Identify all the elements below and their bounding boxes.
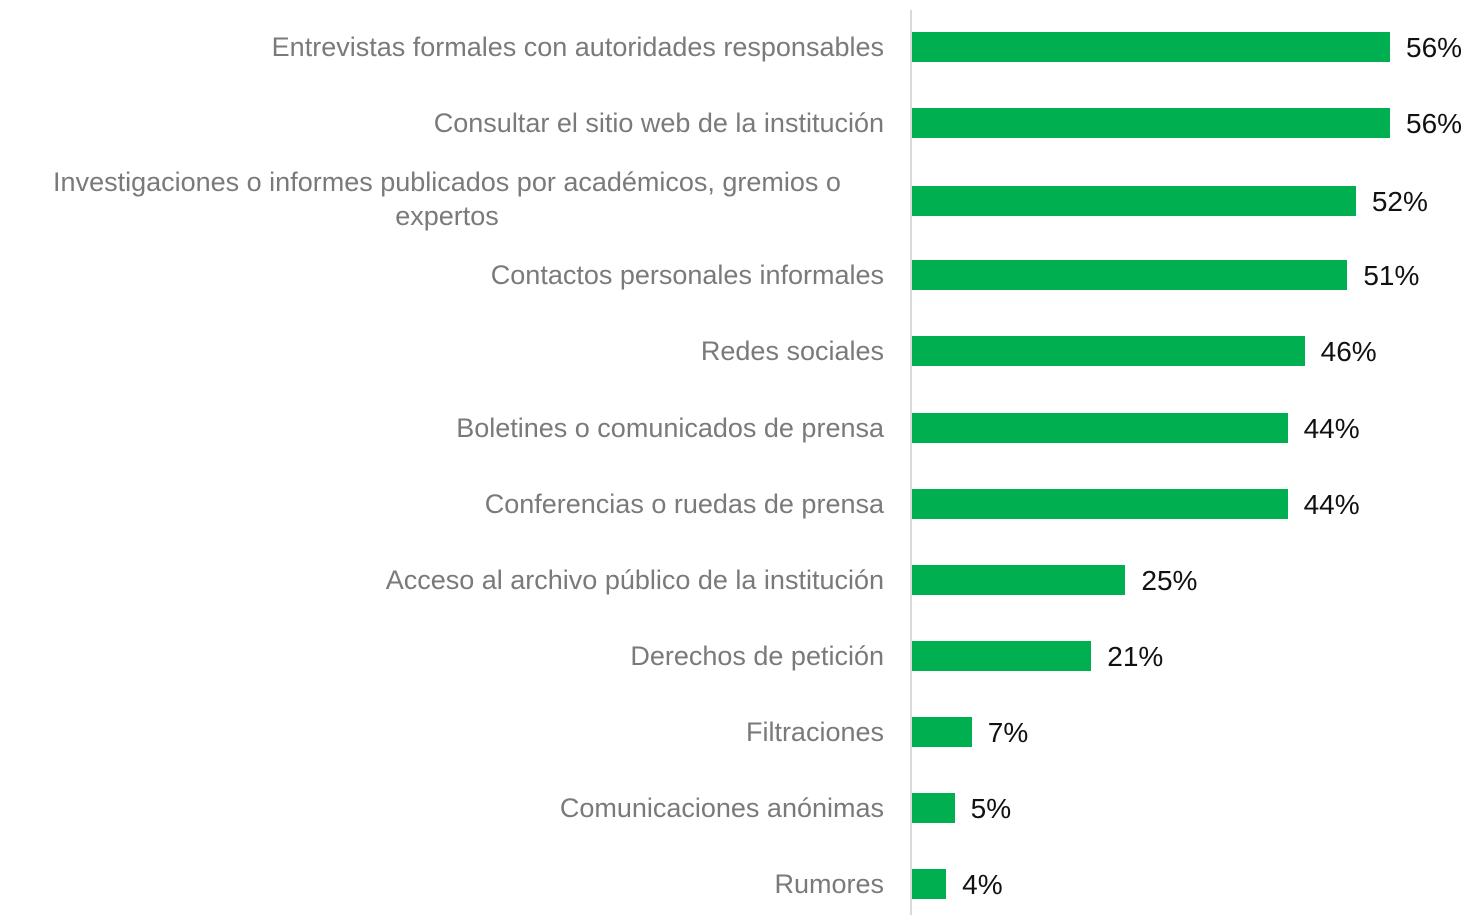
category-label: Acceso al archivo público de la instituc… — [385, 564, 884, 595]
bar — [912, 32, 1390, 62]
category-label: Comunicaciones anónimas — [559, 793, 884, 823]
category-label-box: Acceso al archivo público de la instituc… — [10, 540, 884, 620]
value-label: 56% — [1406, 32, 1463, 63]
category-label-box: Consultar el sitio web de la institución — [10, 83, 884, 163]
category-label: Conferencias o ruedas de prensa — [484, 488, 884, 519]
category-label-box: Redes sociales — [10, 311, 884, 391]
category-label: Derechos de petición — [630, 640, 884, 671]
bar — [912, 186, 1356, 217]
category-label-box: Rumores — [10, 844, 884, 924]
value-label: 51% — [1363, 260, 1420, 292]
category-label: Entrevistas formales con autoridades res… — [271, 32, 884, 62]
bar — [912, 336, 1305, 367]
bar — [912, 412, 1288, 443]
value-label: 5% — [970, 793, 1012, 824]
category-label: Filtraciones — [745, 716, 884, 747]
category-label-box: Filtraciones — [10, 692, 884, 772]
bar — [912, 108, 1390, 139]
value-label: 44% — [1303, 488, 1360, 520]
value-label: 25% — [1141, 564, 1198, 596]
category-label: Redes sociales — [700, 336, 884, 367]
category-label: Rumores — [774, 869, 884, 900]
bar — [912, 716, 972, 747]
category-label-box: Comunicaciones anónimas — [10, 768, 884, 848]
category-label-box: Contactos personales informales — [10, 235, 884, 315]
category-label: Boletines o comunicados de prensa — [456, 412, 884, 443]
bar — [912, 869, 947, 900]
bar — [912, 640, 1092, 671]
category-label: Contactos personales informales — [490, 260, 884, 291]
value-label: 46% — [1320, 336, 1377, 368]
bar — [912, 793, 955, 823]
value-label: 56% — [1406, 108, 1463, 140]
bar — [912, 564, 1126, 595]
category-label-box: Investigaciones o informes publicados po… — [10, 159, 884, 239]
category-label-box: Entrevistas formales con autoridades res… — [10, 7, 884, 87]
bar — [912, 260, 1348, 291]
category-label-box: Boletines o comunicados de prensa — [10, 388, 884, 468]
category-label: Consultar el sitio web de la institución — [433, 108, 884, 139]
axis-line — [910, 10, 912, 915]
category-label-box: Derechos de petición — [10, 616, 884, 696]
value-label: 4% — [962, 869, 1003, 901]
value-label: 7% — [987, 716, 1029, 748]
category-label-box: Conferencias o ruedas de prensa — [10, 464, 884, 544]
value-label: 44% — [1303, 412, 1360, 444]
bar — [912, 488, 1288, 519]
value-label: 52% — [1371, 186, 1428, 218]
value-label: 21% — [1107, 640, 1164, 672]
category-label: Investigaciones o informes publicados po… — [53, 167, 841, 232]
